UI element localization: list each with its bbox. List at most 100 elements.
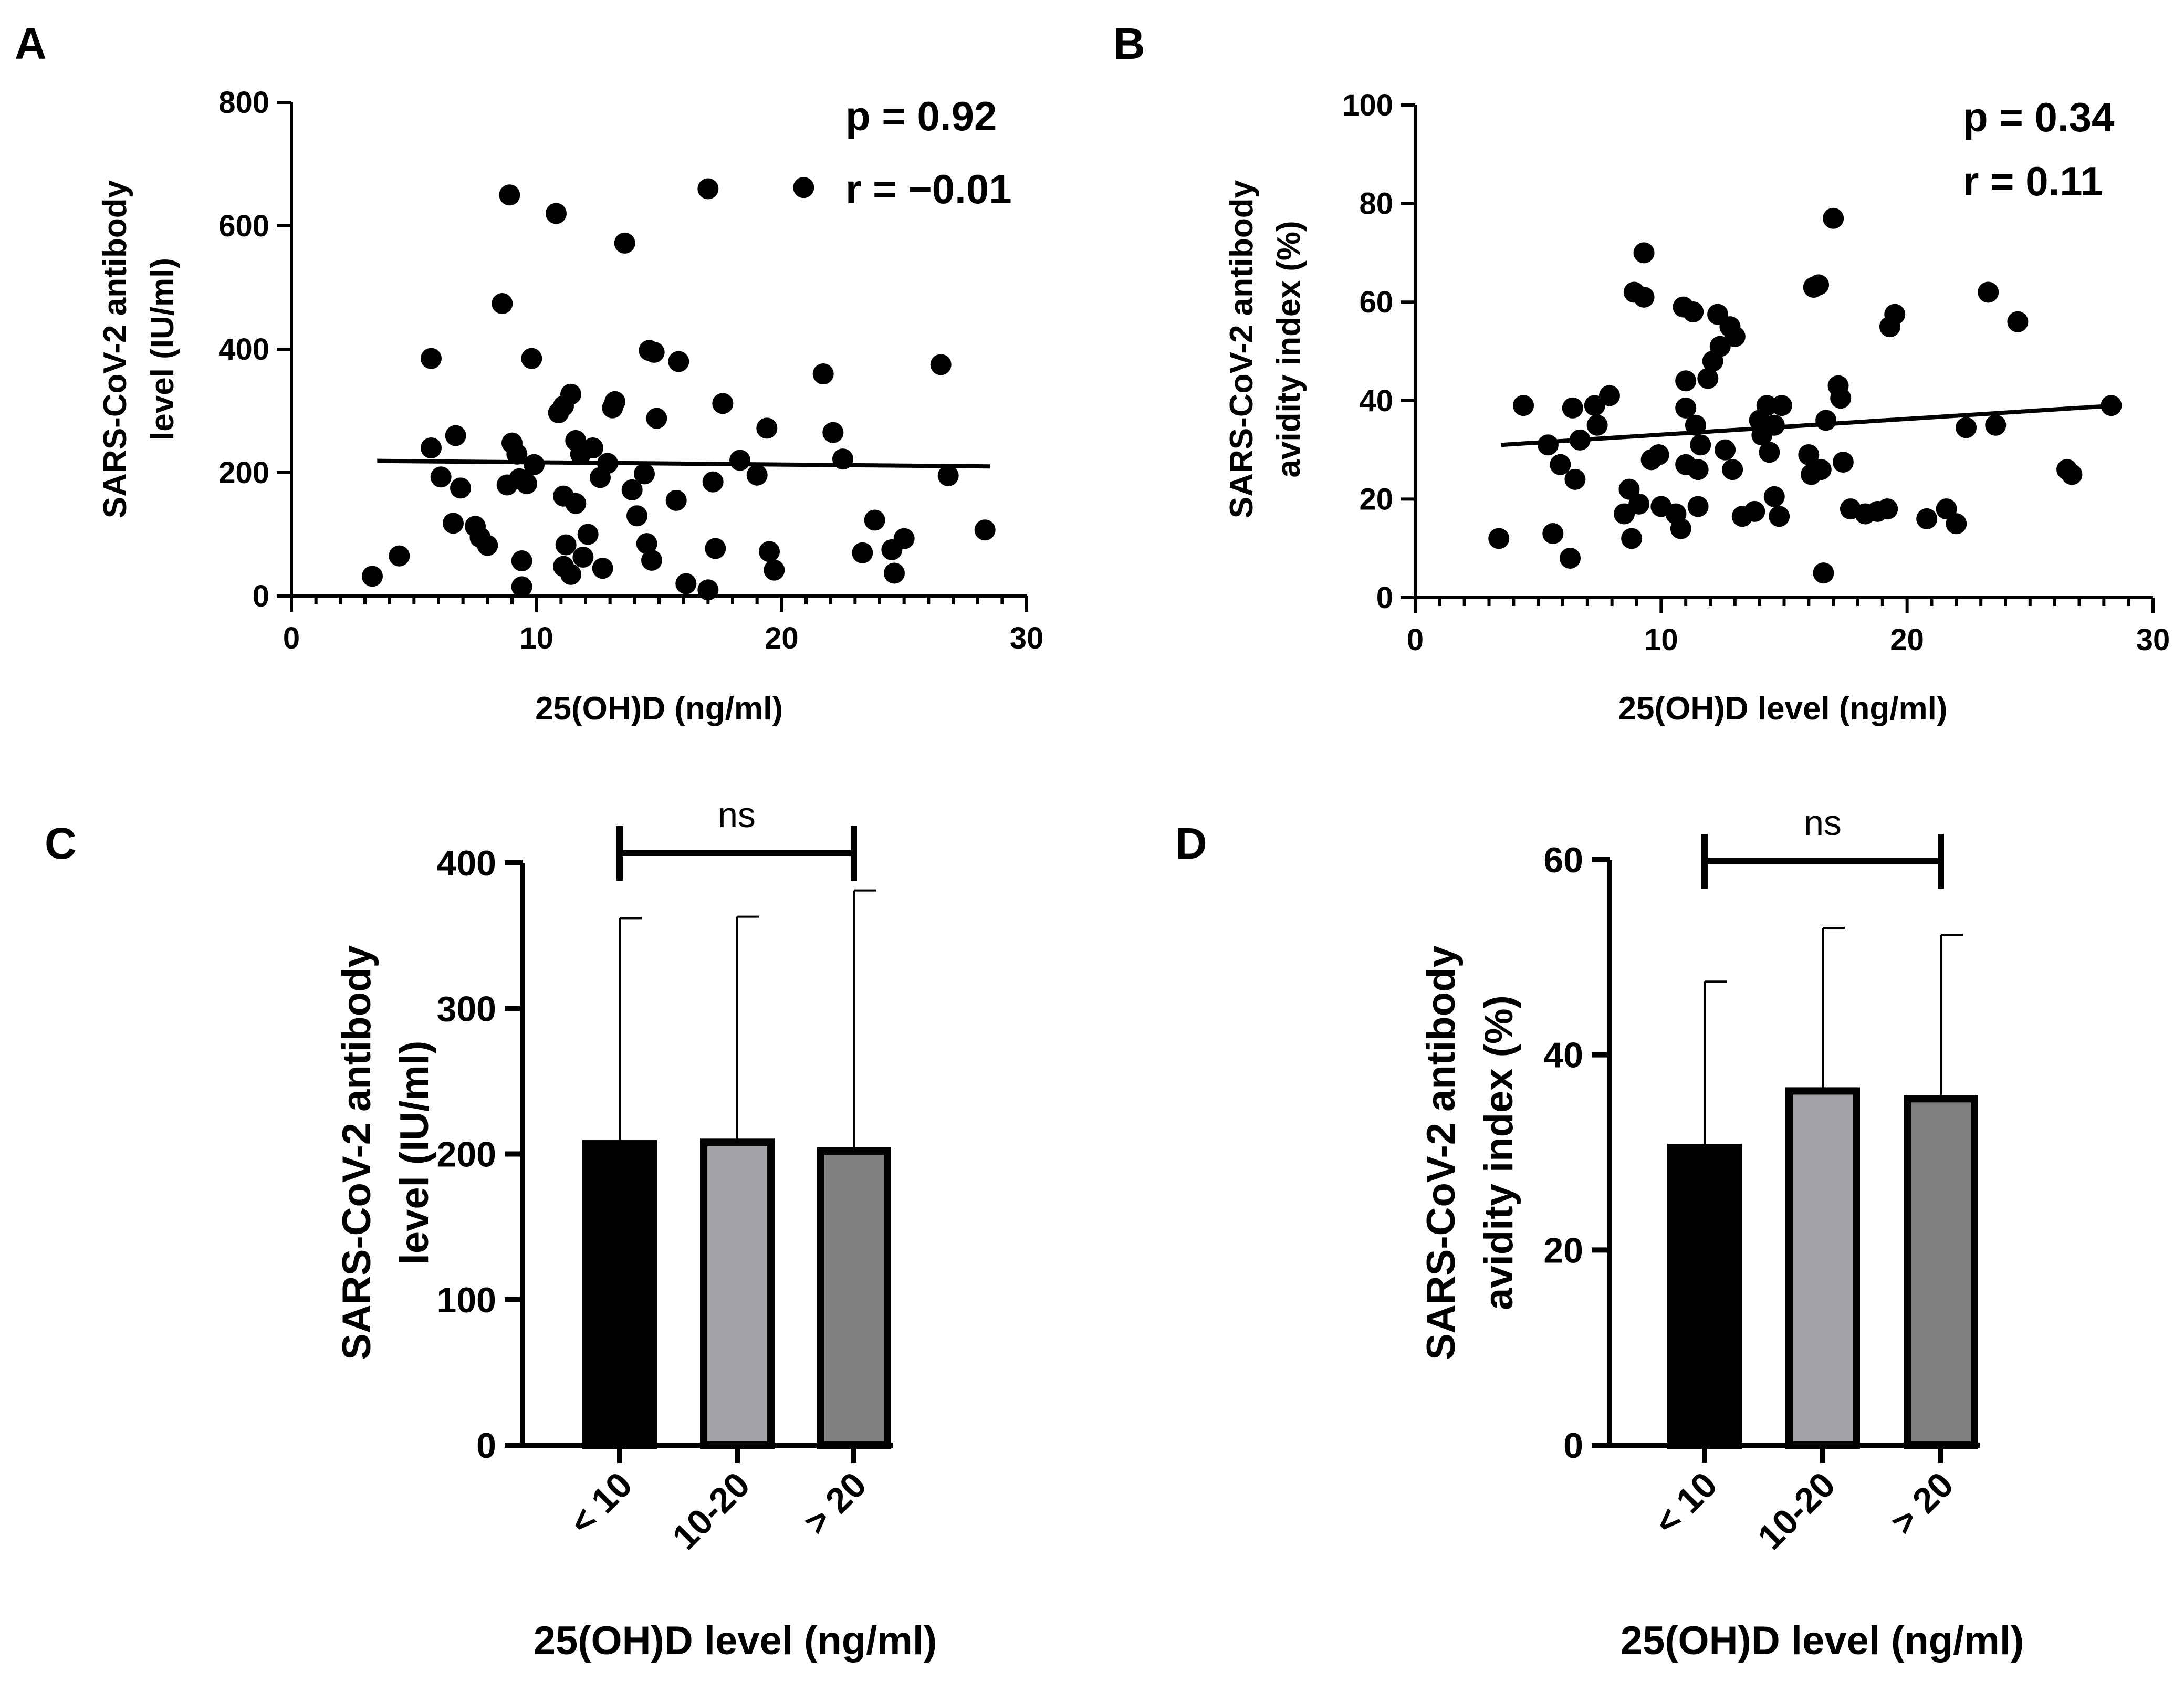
panel-a-data-point-6 (445, 425, 466, 446)
panel-b-y-axis-title-line2: avidity index (%) (1271, 221, 1307, 477)
panel-b-data-point-4 (1550, 454, 1571, 475)
panel-c-y-tick-label-4: 400 (437, 843, 496, 883)
panel-b-y-tick-label-5: 100 (1342, 88, 1393, 122)
panel-a-data-point-1 (389, 545, 410, 567)
panel-a-data-point-61 (759, 541, 780, 562)
panel-b-data-point-57 (1815, 410, 1837, 431)
panel-a-data-point-3 (421, 348, 442, 369)
panel-b-y-tick-label-4: 80 (1359, 187, 1393, 221)
panel-a-data-point-11 (492, 293, 513, 315)
panel-a-data-point-41 (614, 232, 635, 254)
panel-a-data-point-7 (450, 477, 471, 499)
panel-b-data-point-67 (1884, 304, 1906, 325)
panel-a-data-point-17 (511, 550, 532, 572)
panel-c-y-tick-label-1: 100 (437, 1280, 496, 1320)
panel-a-y-tick-label-3: 600 (218, 209, 269, 243)
panel-b-data-point-49 (1769, 506, 1790, 527)
panel-b-x-tick-label-0: 0 (1407, 623, 1424, 657)
panel-a-data-point-37 (592, 558, 613, 579)
panel-a-data-point-19 (516, 473, 537, 495)
panel-a-data-point-40 (604, 391, 625, 412)
panel-b-data-point-33 (1697, 368, 1719, 389)
panel-a-data-point-62 (764, 559, 785, 581)
panel-d-y-tick-label-1: 20 (1543, 1230, 1583, 1270)
panel-a-data-point-73 (937, 465, 959, 486)
panel-a-data-point-0 (362, 566, 383, 587)
panel-a-data-point-18 (511, 576, 532, 598)
panel-b-data-point-10 (1586, 414, 1608, 436)
panel-a-data-point-58 (729, 450, 750, 471)
panel-b-data-point-76 (2061, 464, 2083, 485)
panel-b-data-point-70 (1946, 513, 1967, 535)
panel-c-y-axis-title-line2: level (IU/ml) (392, 1041, 437, 1265)
panel-a-data-point-65 (822, 422, 844, 443)
panel-b-data-point-36 (1709, 336, 1731, 357)
panel-a: A 0 200 400 600 800 0 10 20 30 p = 0.92 r = −0.0… (15, 19, 1043, 727)
panel-a-data-point-56 (702, 471, 724, 493)
panel-letter-b: B (1113, 19, 1145, 68)
panel-a-data-point-45 (636, 533, 657, 555)
panel-b-y-axis-title-line1: SARS-CoV-2 antibody (1224, 180, 1260, 518)
panel-b-data-point-61 (1832, 452, 1854, 473)
panel-a-data-point-43 (626, 505, 647, 527)
panel-b-p-value: p = 0.34 (1963, 94, 2114, 140)
panel-b-x-tick-label-1: 10 (1644, 623, 1678, 657)
panel-d-y-tick-label-0: 0 (1563, 1426, 1583, 1466)
panel-a-data-point-34 (577, 524, 599, 545)
panel-a-data-point-42 (621, 479, 643, 500)
panel-b-data-point-56 (1813, 562, 1834, 584)
panel-b-data-point-69 (1936, 498, 1957, 520)
panel-a-y-tick-label-0: 0 (253, 579, 269, 613)
panel-letter-a: A (15, 19, 47, 68)
panel-c-significance-label: ns (718, 795, 756, 835)
panel-letter-d: D (1175, 819, 1207, 868)
panel-a-data-point-48 (643, 341, 665, 363)
panel-b-data-point-26 (1675, 397, 1697, 419)
panel-a-data-point-28 (560, 383, 581, 405)
panel-b-data-point-30 (1687, 459, 1709, 480)
panel-b-plot: 0 20 40 60 80 100 0 10 20 30 (1342, 88, 2170, 657)
panel-b-data-point-72 (1978, 281, 1999, 303)
panel-a-p-value: p = 0.92 (845, 93, 997, 139)
panel-a-regression-line (377, 458, 990, 469)
panel-d-bar-2 (1904, 1095, 1978, 1449)
panel-b-data-point-0 (1488, 528, 1510, 549)
panel-a-data-point-2 (421, 437, 442, 458)
panel-a-data-point-33 (572, 546, 594, 568)
panel-d-y-axis-title-line1: SARS-CoV-2 antibody (1419, 945, 1464, 1360)
panel-a-data-point-70 (884, 562, 905, 584)
panel-b-data-point-40 (1724, 326, 1746, 347)
panel-b-data-point-50 (1771, 395, 1792, 416)
panel-a-data-point-71 (893, 528, 915, 549)
panel-d-y-axis-title-line2: avidity index (%) (1477, 995, 1521, 1310)
panel-b-x-tick-label-3: 30 (2136, 623, 2170, 657)
panel-a-data-point-31 (565, 493, 587, 514)
panel-a-data-point-55 (705, 538, 726, 559)
panel-b-data-point-68 (1916, 508, 1938, 529)
panel-c-y-tick-label-3: 300 (437, 989, 496, 1029)
panel-a-data-point-44 (634, 463, 655, 485)
panel-b-data-point-48 (1763, 486, 1785, 507)
panel-b-data-point-60 (1830, 388, 1852, 409)
panel-a-data-point-20 (521, 348, 542, 369)
panel-b-data-point-39 (1722, 459, 1743, 480)
panel-d-significance-label: ns (1804, 803, 1842, 843)
panel-a-data-point-22 (546, 203, 567, 224)
panel-b-data-point-1 (1513, 395, 1534, 416)
panel-a-data-point-49 (646, 408, 667, 429)
panel-a-plot: 0 200 400 600 800 0 10 20 30 (218, 86, 1043, 655)
panel-b-data-point-20 (1648, 444, 1669, 465)
panel-a-data-point-68 (864, 509, 885, 531)
panel-c-bar-1 (700, 1138, 775, 1449)
panel-b-y-tick-label-3: 60 (1359, 285, 1393, 319)
panel-a-data-point-53 (697, 579, 719, 601)
panel-c-x-axis-title: 25(OH)D level (ng/ml) (534, 1618, 937, 1663)
panel-b-data-point-65 (1877, 498, 1898, 520)
panel-b-y-tick-label-1: 20 (1359, 482, 1393, 516)
panel-b-y-tick-label-2: 40 (1359, 384, 1393, 418)
panel-a-x-tick-label-3: 30 (1010, 621, 1044, 655)
panel-a-data-point-74 (974, 519, 996, 541)
panel-b-data-point-73 (1985, 414, 2007, 436)
panel-a-x-tick-label-2: 20 (765, 621, 799, 655)
